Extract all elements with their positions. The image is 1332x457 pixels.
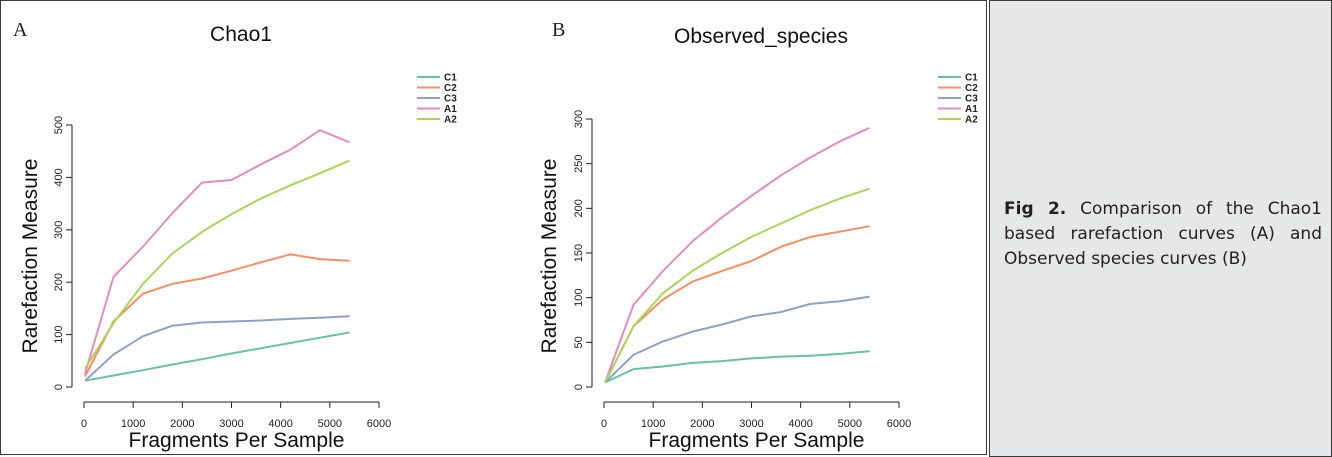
series-line-c3-b bbox=[604, 295, 870, 384]
legend-label-c3-a: C3 bbox=[444, 94, 457, 105]
panel-letter-b: B bbox=[552, 19, 565, 41]
legend-label-c1-a: C1 bbox=[444, 73, 457, 84]
caption-panel: Fig 2. Comparison of the Chao1 based rar… bbox=[989, 0, 1332, 457]
y-tick-label-a: 300 bbox=[53, 221, 65, 239]
x-tick-label-a: 2000 bbox=[170, 418, 194, 430]
panel-letter-a: A bbox=[13, 19, 28, 41]
y-tick-label-b: 300 bbox=[573, 110, 585, 128]
series-line-a1-b bbox=[604, 126, 870, 383]
y-tick-label-a: 500 bbox=[53, 116, 65, 134]
legend-label-a2-b: A2 bbox=[965, 115, 978, 126]
series-line-c1-b bbox=[604, 350, 870, 384]
x-tick-label-a: 5000 bbox=[318, 418, 342, 430]
x-tick-label-b: 0 bbox=[601, 418, 607, 430]
legend-label-a2-a: A2 bbox=[444, 115, 457, 126]
series-line-c1-a bbox=[84, 331, 350, 382]
x-tick-label-b: 2000 bbox=[690, 418, 714, 430]
series-line-a1-a bbox=[84, 129, 350, 375]
x-tick-label-a: 6000 bbox=[367, 418, 391, 430]
y-tick-label-a: 100 bbox=[53, 325, 65, 343]
y-tick-label-b: 50 bbox=[573, 336, 585, 348]
legend-label-c2-a: C2 bbox=[444, 83, 457, 94]
series-line-c2-b bbox=[604, 225, 870, 383]
figure-caption: Fig 2. Comparison of the Chao1 based rar… bbox=[1004, 197, 1322, 272]
x-tick-label-a: 1000 bbox=[121, 418, 145, 430]
y-tick-label-a: 400 bbox=[53, 168, 65, 186]
series-line-c2-a bbox=[84, 253, 350, 377]
y-tick-label-b: 0 bbox=[573, 384, 585, 390]
series-line-a2-b bbox=[604, 187, 870, 383]
y-tick-label-b: 150 bbox=[573, 244, 585, 262]
legend-label-c1-b: C1 bbox=[965, 73, 978, 84]
x-axis-label-b: Fragments Per Sample bbox=[649, 429, 865, 452]
caption-label: Fig 2. bbox=[1004, 199, 1067, 219]
y-tick-label-b: 100 bbox=[573, 288, 585, 306]
legend-label-a1-b: A1 bbox=[965, 104, 978, 115]
y-tick-label-a: 200 bbox=[53, 273, 65, 291]
y-axis-label-a: Rarefaction Measure bbox=[19, 159, 42, 354]
y-tick-label-b: 200 bbox=[573, 199, 585, 217]
series-line-c3-a bbox=[84, 315, 350, 382]
caption-body: Comparison of the Chao1 based rarefactio… bbox=[1004, 199, 1322, 269]
y-tick-label-b: 250 bbox=[573, 154, 585, 172]
x-tick-label-a: 4000 bbox=[268, 418, 292, 430]
legend-label-c3-b: C3 bbox=[965, 94, 978, 105]
legend-label-a1-a: A1 bbox=[444, 104, 457, 115]
x-axis-label-a: Fragments Per Sample bbox=[129, 429, 345, 452]
figure-frame: A Chao1 0 100 200 300 400 500 0 1000 2000 3000 4000 5… bbox=[0, 0, 987, 455]
x-tick-label-b: 5000 bbox=[838, 418, 862, 430]
x-tick-label-b: 6000 bbox=[887, 418, 911, 430]
x-tick-label-b: 1000 bbox=[641, 418, 665, 430]
x-tick-label-b: 4000 bbox=[788, 418, 812, 430]
x-tick-label-b: 3000 bbox=[739, 418, 763, 430]
chart-title-b: Observed_species bbox=[674, 25, 848, 48]
legend-label-c2-b: C2 bbox=[965, 83, 978, 94]
y-axis-label-b: Rarefaction Measure bbox=[538, 159, 561, 354]
chart-title-a: Chao1 bbox=[210, 23, 272, 46]
x-tick-label-a: 3000 bbox=[219, 418, 243, 430]
series-line-a2-a bbox=[84, 159, 350, 370]
x-tick-label-a: 0 bbox=[81, 418, 87, 430]
y-tick-label-a: 0 bbox=[53, 384, 65, 390]
